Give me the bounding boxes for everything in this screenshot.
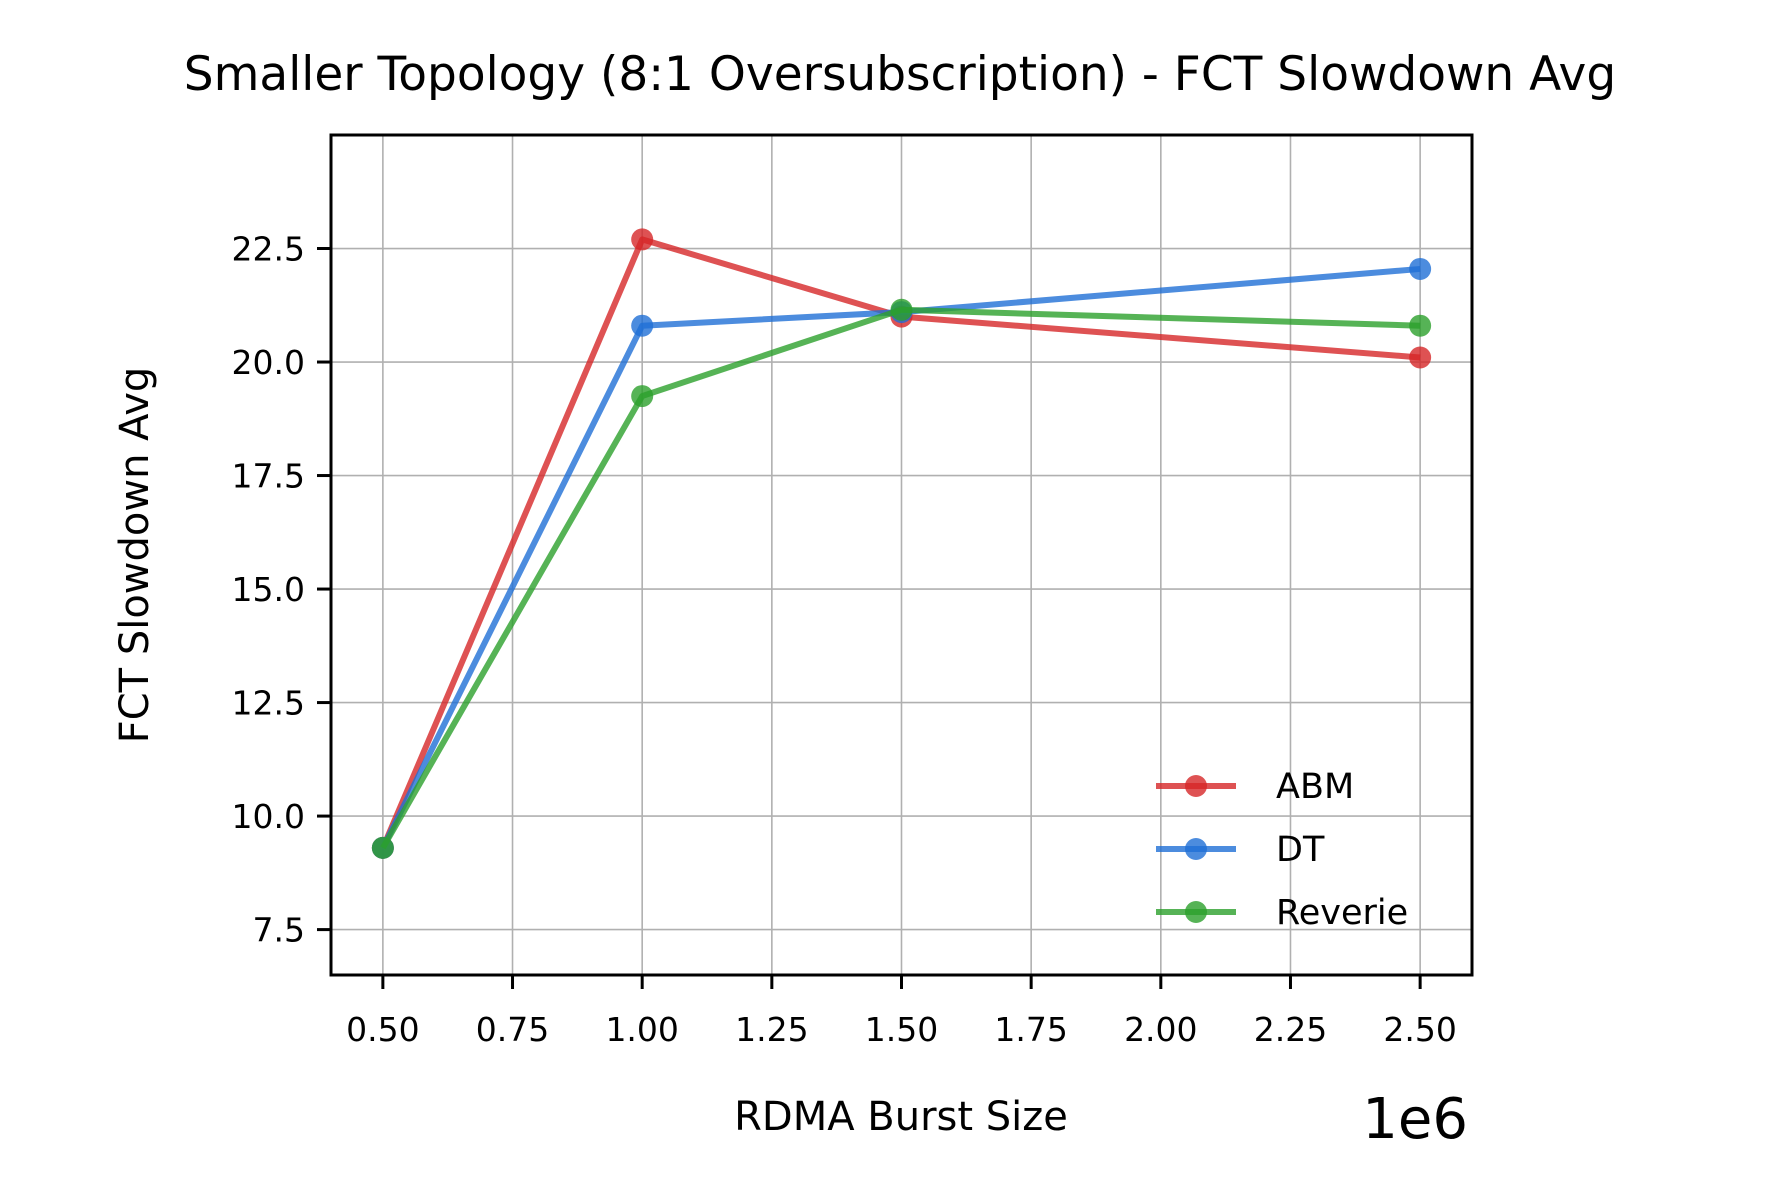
grid xyxy=(331,135,1472,975)
x-tick-label: 0.50 xyxy=(346,1010,419,1049)
data-point-abm xyxy=(1409,346,1432,369)
data-point-dt xyxy=(631,314,654,337)
legend-item-reverie: Reverie xyxy=(1156,893,1408,933)
legend-marker-abm xyxy=(1185,775,1207,797)
x-axis-ticks: 0.50 0.75 1.00 1.25 1.50 1.75 2.00 2.25 2.50 xyxy=(346,975,1457,1049)
y-tick-label: 17.5 xyxy=(232,457,305,496)
y-tick-label: 15.0 xyxy=(232,570,305,609)
data-point-reverie xyxy=(371,836,394,859)
x-tick-label: 1.75 xyxy=(994,1010,1067,1049)
data-point-reverie xyxy=(631,385,654,408)
chart-title: Smaller Topology (8:1 Oversubscription) … xyxy=(184,47,1616,102)
series-lines xyxy=(371,228,1432,859)
legend: ABM DT Reverie xyxy=(1156,767,1408,933)
y-tick-label: 12.5 xyxy=(232,684,305,723)
y-tick-label: 22.5 xyxy=(232,230,305,269)
series-reverie xyxy=(371,298,1432,859)
x-tick-label: 2.50 xyxy=(1383,1010,1456,1049)
x-tick-label: 2.00 xyxy=(1124,1010,1197,1049)
legend-label-reverie: Reverie xyxy=(1276,893,1408,933)
y-tick-label: 7.5 xyxy=(253,911,305,950)
x-tick-label: 1.25 xyxy=(735,1010,808,1049)
data-point-dt xyxy=(1409,257,1432,280)
x-axis-label: RDMA Burst Size xyxy=(734,1094,1068,1140)
y-tick-label: 20.0 xyxy=(232,343,305,382)
x-axis-offset-label: 1e6 xyxy=(1362,1087,1468,1152)
data-point-reverie xyxy=(890,298,913,321)
x-tick-label: 0.75 xyxy=(476,1010,549,1049)
legend-label-dt: DT xyxy=(1276,830,1325,870)
y-axis-label: FCT Slowdown Avg xyxy=(112,367,158,744)
series-line-dt xyxy=(380,265,1421,850)
x-tick-label: 1.00 xyxy=(605,1010,678,1049)
x-tick-label: 2.25 xyxy=(1254,1010,1327,1049)
series-line-reverie xyxy=(380,306,1421,850)
series-line-abm xyxy=(380,236,1421,850)
legend-marker-dt xyxy=(1185,838,1207,860)
data-point-abm xyxy=(631,228,654,251)
legend-marker-reverie xyxy=(1185,901,1207,923)
legend-item-abm: ABM xyxy=(1156,767,1354,807)
y-tick-label: 10.0 xyxy=(232,797,305,836)
legend-label-abm: ABM xyxy=(1276,767,1354,807)
legend-item-dt: DT xyxy=(1156,830,1325,870)
y-axis-ticks: 7.5 10.0 12.5 15.0 17.5 20.0 22.5 xyxy=(232,230,331,950)
data-point-reverie xyxy=(1409,314,1432,337)
x-tick-label: 1.50 xyxy=(865,1010,938,1049)
